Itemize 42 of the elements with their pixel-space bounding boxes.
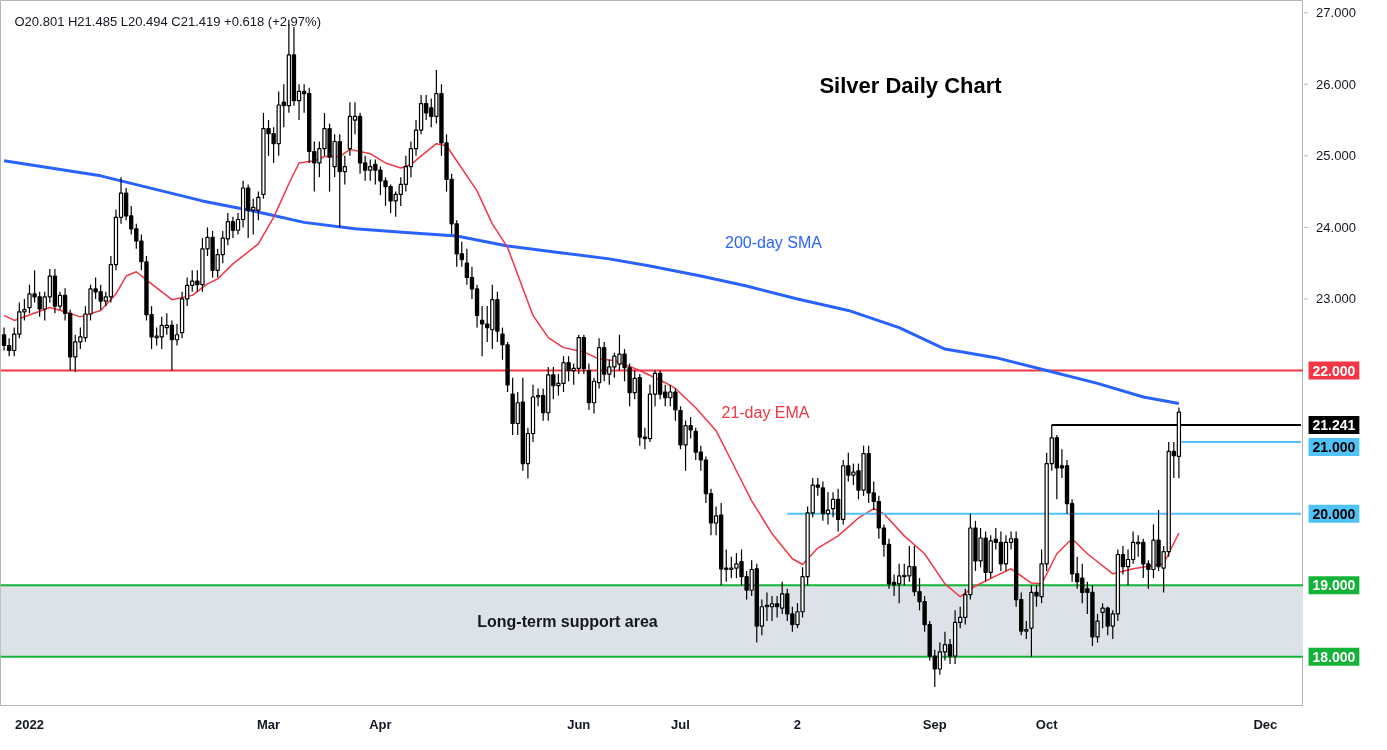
y-tick-label: 27.000: [1316, 5, 1356, 21]
candlestick: [937, 641, 943, 676]
x-tick-label: Apr: [369, 716, 392, 732]
y-tick-label: 26.000: [1316, 76, 1356, 92]
x-tick-label: Mar: [256, 716, 281, 732]
x-tick-label: Oct: [1035, 716, 1059, 732]
series-label: 20.000: [1312, 505, 1356, 522]
candlestick: [1003, 534, 1009, 572]
series-label: 21-day EMA: [721, 403, 810, 421]
x-tick-label: 2022: [15, 716, 44, 732]
x-tick-label: Jul: [671, 716, 690, 732]
ref-line-label: 22.000: [1312, 362, 1356, 379]
y-tick-label: 25.000: [1316, 148, 1356, 164]
candlestick: [998, 530, 1004, 572]
x-tick-label: 2: [793, 716, 802, 732]
candlestick: [6, 337, 12, 357]
candlestick: [825, 491, 831, 526]
candlestick: [169, 319, 175, 372]
band-label: Long-term support area: [477, 612, 658, 630]
series-label: 21.241: [1312, 416, 1356, 433]
x-tick-label: Jun: [567, 716, 591, 732]
candlestick: [1130, 530, 1136, 565]
candlestick: [657, 369, 663, 400]
series-label: 200-day SMA: [725, 234, 823, 252]
candlestick: [1, 326, 7, 352]
candlestick: [479, 305, 485, 357]
x-tick-label: Sep: [922, 716, 947, 732]
candlestick: [769, 595, 775, 622]
ref-line-label: 18.000: [1312, 648, 1356, 665]
series-label: 21.000: [1312, 438, 1356, 455]
candlestick: [174, 323, 180, 347]
annotation: O20.801 H21.485 L20.494 C21.419 +0.618 (+2.97%): [14, 14, 321, 29]
candlestick: [830, 491, 836, 518]
ref-line-label: 19.000: [1312, 577, 1356, 594]
y-tick-label: 23.000: [1316, 291, 1356, 307]
x-tick-label: Dec: [1253, 716, 1278, 732]
candlestick: [464, 248, 470, 286]
y-tick-label: 24.000: [1316, 219, 1356, 235]
text: Silver Daily Chart: [819, 73, 1003, 98]
candlestick: [230, 216, 236, 239]
line-series: [2, 159, 1181, 405]
candlestick: [774, 595, 780, 619]
